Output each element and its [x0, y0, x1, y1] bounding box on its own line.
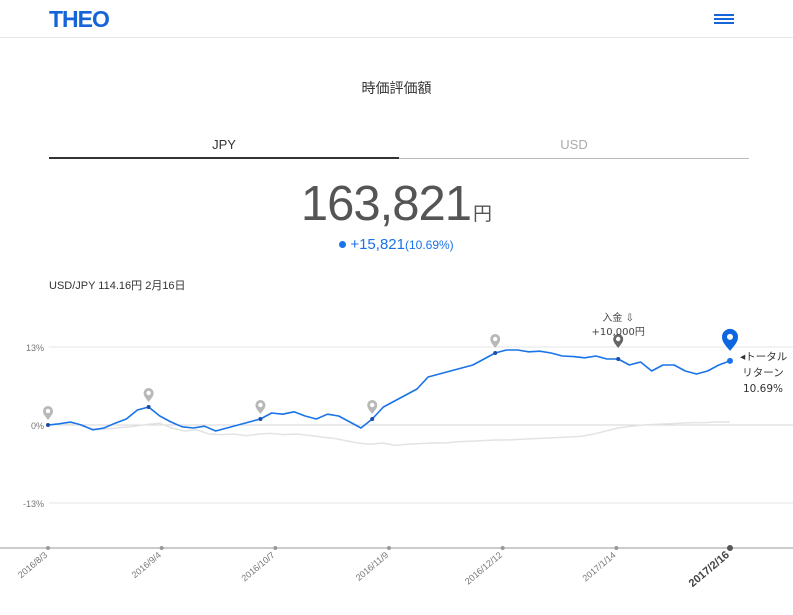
theo-logo[interactable]: THEO: [49, 6, 110, 32]
pin-hole: [615, 336, 621, 342]
x-tick-dot: [159, 546, 164, 550]
value-change: +15,821(10.69%): [0, 236, 793, 253]
end-point-dot: [727, 357, 733, 364]
deposit-label: 入金 ⇩: [602, 311, 634, 324]
x-tick-dot: [387, 546, 391, 550]
pin-hole: [493, 336, 498, 342]
x-tick-label: 2017/2/16: [687, 549, 732, 590]
x-tick-label: 2016/12/12: [463, 550, 504, 587]
pin-hole: [258, 402, 263, 408]
x-tick-dot: [727, 545, 733, 551]
deposit-amount: +10,000円: [592, 327, 645, 338]
tab-jpy[interactable]: JPY: [49, 132, 399, 159]
change-amount: +15,821: [350, 236, 405, 253]
change-percent: (10.69%): [404, 238, 454, 252]
pin-marker-icon[interactable]: [490, 334, 501, 348]
data-point: [493, 351, 498, 355]
fx-rate: USD/JPY 114.16円 2月16日: [49, 280, 186, 292]
total-return-label: リターン: [742, 367, 783, 379]
x-tick-label: 2017/1/14: [581, 550, 618, 583]
x-tick-label: 2016/11/9: [354, 550, 391, 583]
x-tick-label: 2016/10/7: [240, 550, 277, 583]
current-position-pin-icon[interactable]: [722, 328, 738, 351]
x-tick-label: 2016/8/3: [16, 550, 49, 580]
page-title: 時価評価額: [361, 80, 432, 96]
portfolio-value: 163,821 円: [0, 176, 793, 232]
benchmark-line: [47, 421, 730, 447]
value-unit: 円: [473, 204, 493, 225]
pin-hole: [45, 408, 51, 414]
pin-marker-icon[interactable]: [367, 400, 378, 414]
pin-hole: [146, 390, 151, 396]
data-point: [46, 423, 50, 427]
pin-hole: [370, 402, 375, 408]
data-point: [146, 405, 151, 409]
y-tick-label: -13%: [23, 499, 44, 509]
tab-usd-label: USD: [560, 137, 588, 152]
pin-marker-icon[interactable]: [143, 388, 154, 402]
header: THEO: [0, 0, 793, 38]
hamburger-menu-icon[interactable]: [712, 11, 736, 27]
pin-marker-icon[interactable]: [43, 406, 53, 420]
total-return-label: 10.69%: [743, 383, 783, 395]
return-chart[interactable]: 13% 0% -13% 2016/8/3 2016/9/4 2016/10/7 2016/1…: [0, 300, 793, 615]
y-tick-label: 0%: [31, 421, 44, 431]
data-point: [258, 417, 263, 421]
x-tick-label: 2016/9/4: [130, 550, 163, 580]
x-tick-dot: [500, 546, 505, 550]
tab-usd[interactable]: USD: [399, 132, 749, 159]
data-point: [370, 417, 375, 421]
x-tick-dot: [46, 546, 50, 550]
tab-jpy-label: JPY: [212, 137, 236, 152]
pin-marker-icon[interactable]: [255, 400, 266, 414]
pin-hole: [727, 333, 733, 340]
value-amount: 163,821: [300, 177, 472, 231]
x-tick-dot: [614, 546, 619, 550]
x-tick-dot: [273, 546, 278, 550]
data-point: [616, 357, 621, 361]
change-dot-icon: [339, 241, 347, 248]
deposit-marker-icon[interactable]: [613, 334, 624, 348]
y-tick-label: 13%: [26, 343, 44, 353]
total-return-label: ◂トータル: [740, 351, 787, 363]
